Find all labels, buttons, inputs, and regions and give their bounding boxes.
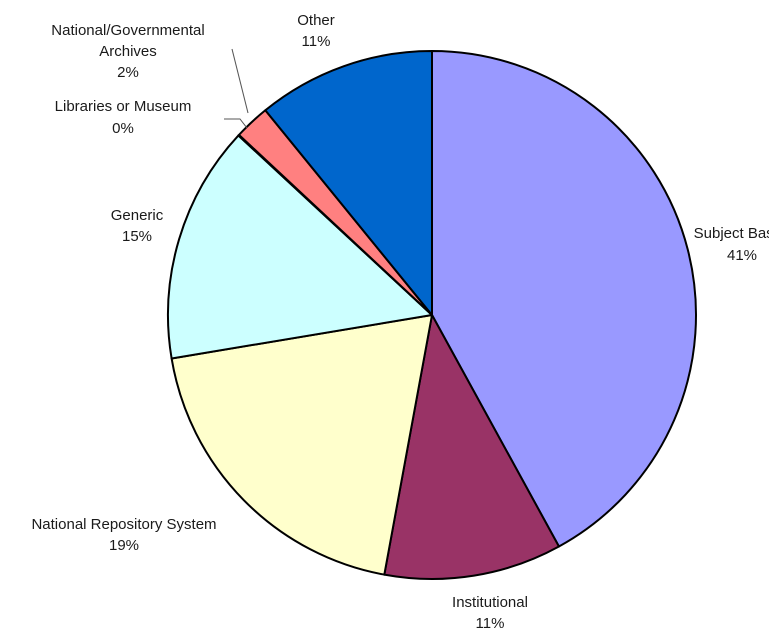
slice-label-libraries-or-museum: Libraries or Museum 0% (55, 98, 192, 137)
slice-label-national-repository-system: National Repository System 19% (31, 516, 216, 554)
slice-label-generic: Generic 15% (111, 207, 164, 245)
leader-line-libraries-or-museum (224, 118, 248, 129)
pie-slices (167, 50, 698, 580)
pie-slice-national-repository-system (170, 314, 433, 576)
pie-slice-institutional (383, 314, 560, 580)
slice-label-national-governmental-archives: National/Governmental Archives 2% (51, 22, 204, 81)
pie-slice-other (264, 50, 433, 316)
leader-line-national-governmental-archives (231, 48, 249, 114)
pie-slice-subject-based (431, 50, 698, 548)
leader-lines (224, 48, 249, 129)
slice-label-subject-based: Subject Based41% (694, 225, 769, 264)
slice-label-other: Other 11% (297, 12, 335, 50)
pie-slice-generic (167, 134, 433, 360)
slice-label-institutional: Institutional 11% (452, 594, 528, 632)
